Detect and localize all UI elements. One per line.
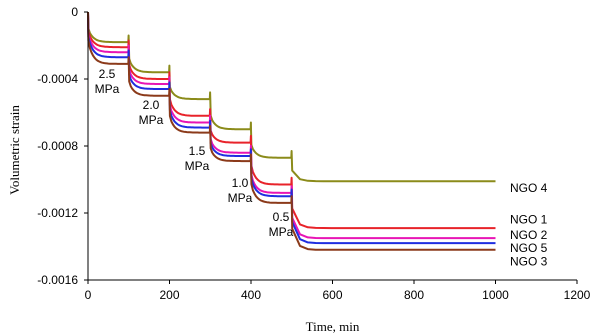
x-tick-label: 1200 xyxy=(564,288,591,302)
series-label: NGO 3 xyxy=(510,255,548,269)
series-line-ngo-5 xyxy=(87,11,496,245)
pressure-annotation-value: 1.5 xyxy=(189,144,206,158)
series-label: NGO 5 xyxy=(510,241,548,255)
x-axis-title: Time, min xyxy=(306,319,360,334)
series-label: NGO 1 xyxy=(510,213,548,227)
series-line-ngo-3 xyxy=(87,11,496,251)
series-line-ngo-4 xyxy=(87,11,496,183)
x-tick-label: 400 xyxy=(241,288,261,302)
pressure-annotation-unit: MPa xyxy=(269,225,294,239)
y-tick-label: -0.0004 xyxy=(37,72,78,86)
y-axis-title: Volumetric strain xyxy=(7,105,22,195)
y-tick-label: -0.0008 xyxy=(37,139,78,153)
series-label: NGO 4 xyxy=(510,181,548,195)
x-tick-label: 1000 xyxy=(482,288,509,302)
x-tick-label: 600 xyxy=(322,288,342,302)
series-label: NGO 2 xyxy=(510,228,548,242)
pressure-annotation-value: 2.5 xyxy=(99,67,116,81)
pressure-annotation-unit: MPa xyxy=(139,113,164,127)
x-tick-label: 0 xyxy=(85,288,92,302)
y-tick-label: 0 xyxy=(71,5,78,19)
x-tick-label: 800 xyxy=(404,288,424,302)
pressure-annotation-value: 1.0 xyxy=(232,176,249,190)
tick-layer: 0 200 400 600 800 1000 1200 0 -0.0004 -0.0008 -0.0… xyxy=(37,5,590,302)
pressure-annotation-value: 2.0 xyxy=(143,98,160,112)
pressure-annotation-unit: MPa xyxy=(228,191,253,205)
y-tick-label: -0.0012 xyxy=(37,206,78,220)
y-tick-label: -0.0016 xyxy=(37,273,78,287)
series-layer xyxy=(87,11,496,251)
x-tick-label: 200 xyxy=(159,288,179,302)
pressure-annotation-unit: MPa xyxy=(185,159,210,173)
pressure-annotation-unit: MPa xyxy=(95,82,120,96)
pressure-annotation-value: 0.5 xyxy=(273,210,290,224)
